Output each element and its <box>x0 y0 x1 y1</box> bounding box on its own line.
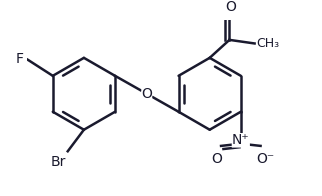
Text: O⁻: O⁻ <box>256 152 274 166</box>
Text: F: F <box>16 52 24 66</box>
Text: CH₃: CH₃ <box>256 37 279 50</box>
Text: O: O <box>225 0 236 14</box>
Text: O: O <box>141 87 152 101</box>
Text: O: O <box>211 152 222 166</box>
Text: N⁺: N⁺ <box>232 133 250 147</box>
Text: Br: Br <box>51 155 66 169</box>
